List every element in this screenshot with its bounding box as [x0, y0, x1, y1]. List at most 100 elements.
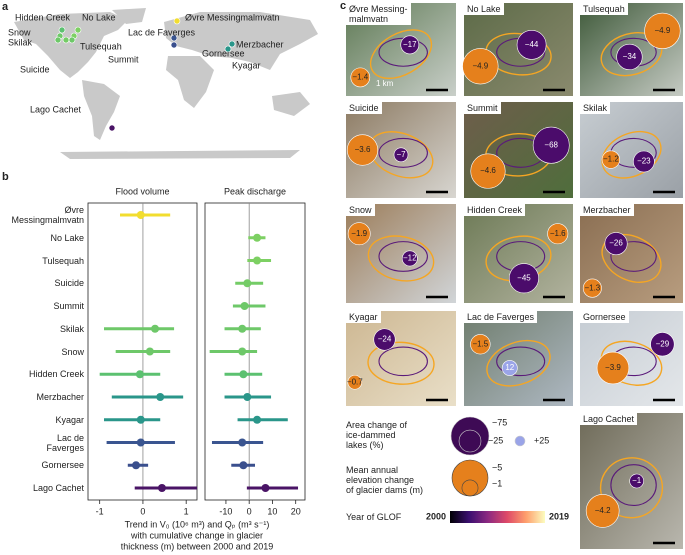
category-label: Snow — [61, 346, 84, 357]
tile-title: Lac de Faverges — [464, 311, 538, 323]
area-circle — [650, 332, 675, 357]
dot — [135, 370, 144, 379]
legend-area-label: +25 — [534, 435, 549, 445]
dot — [243, 393, 252, 401]
elevation-label: −3.9 — [605, 363, 621, 372]
lake-label: Øvre Messingmalmvatn — [185, 12, 280, 22]
elevation-circle — [585, 494, 620, 528]
dot — [239, 461, 248, 470]
x-tick-label: 0 — [247, 506, 252, 516]
greenland — [112, 8, 146, 24]
lake-marker — [62, 36, 70, 44]
legend-area-circle — [458, 429, 482, 453]
lake-label: Kyagar — [232, 60, 261, 70]
dot — [253, 415, 262, 424]
legend-title: Mean annual elevation change of glacier … — [346, 465, 424, 495]
scale-label: 1 km — [376, 79, 394, 88]
south-america — [82, 80, 120, 140]
lake-label: Snow — [8, 27, 31, 37]
category-label: Øvre Messingmalmvatn — [11, 205, 84, 225]
elevation-label: −4.9 — [655, 26, 671, 35]
dot — [238, 347, 247, 356]
category-label: Tulsequah — [42, 255, 84, 266]
dot — [253, 233, 262, 242]
lake-marker — [108, 124, 116, 132]
glacier-outline — [599, 457, 664, 519]
lake-label: Skilak — [8, 37, 33, 47]
elevation-circle — [470, 153, 506, 189]
satellite-image — [580, 102, 683, 198]
glacier-outline — [367, 235, 435, 282]
panel-frame — [204, 202, 306, 501]
dot — [261, 484, 270, 492]
area-circle — [501, 360, 518, 376]
area-label: 12 — [505, 363, 514, 372]
legend-elevation-circle — [461, 479, 479, 497]
x-tick-label: 20 — [291, 506, 301, 516]
satellite-image — [346, 311, 456, 406]
tile-title: Tulsequah — [580, 3, 628, 15]
satellite-image — [580, 311, 683, 406]
legend-title: Area change of ice-dammed lakes (%) — [346, 420, 408, 450]
category-label: No Lake — [50, 232, 84, 243]
lake-outline — [378, 241, 428, 272]
category-label: Summit — [53, 301, 84, 311]
area-label: −24 — [378, 335, 392, 344]
elevation-circle — [644, 12, 681, 50]
panel-label: a — [2, 1, 9, 13]
legend-area-circle — [514, 435, 526, 447]
elevation-label: −1.4 — [352, 73, 368, 82]
world-map — [14, 8, 318, 159]
dot — [156, 393, 165, 401]
lake-marker — [54, 36, 62, 44]
lake-label: Lac de Faverges — [128, 27, 196, 37]
elevation-label: −4.2 — [595, 506, 611, 515]
lake-label: Tulsequah — [80, 41, 122, 51]
x-tick-label: -1 — [96, 506, 104, 516]
elevation-circle — [601, 150, 621, 169]
x-tick-label: -10 — [219, 506, 232, 516]
area-circle — [616, 43, 643, 71]
area-circle — [604, 232, 628, 256]
lake-marker — [228, 40, 236, 48]
antarctica — [60, 150, 300, 159]
tile-title: Merzbacher — [580, 204, 634, 216]
x-tick-label: 1 — [184, 506, 189, 516]
lake-outline — [610, 241, 657, 272]
area-label: −29 — [656, 339, 670, 348]
legend-elevation-circle — [451, 459, 489, 497]
colorbar-label: 2000 — [426, 511, 446, 521]
elevation-circle — [596, 351, 630, 385]
lake-label: Lago Cachet — [30, 104, 82, 114]
eurasia — [164, 12, 318, 70]
category-label: Merzbacher — [36, 392, 84, 402]
africa — [166, 56, 214, 108]
lake-marker — [173, 17, 181, 25]
glacier-outline — [486, 339, 551, 387]
dot — [239, 370, 248, 379]
dot — [132, 461, 141, 470]
panel-frame — [87, 202, 198, 501]
tile-title: Gornersee — [580, 311, 629, 323]
area-label: −68 — [544, 140, 558, 149]
dot — [145, 347, 154, 356]
dot — [240, 302, 249, 310]
elevation-label: −1.9 — [351, 229, 367, 238]
dot — [238, 438, 247, 447]
legend-area-label: −75 — [492, 417, 507, 427]
north-america — [14, 12, 128, 78]
elevation-label: −4.6 — [480, 166, 496, 175]
tile-title: Suicide — [346, 102, 382, 114]
elevation-circle — [547, 223, 569, 245]
legend-elevation-label: −1 — [492, 478, 502, 488]
glacier-outline — [600, 340, 663, 386]
lake-label: Summit — [108, 54, 139, 64]
tile-title: Øvre Messing- malmvatn — [346, 3, 411, 25]
panel-label: c — [340, 0, 347, 12]
satellite-image — [464, 311, 573, 406]
colorbar-title: Year of GLOF — [346, 512, 402, 522]
lake-label: No Lake — [82, 12, 116, 22]
lake-outline — [378, 137, 428, 168]
lake-label: Suicide — [20, 64, 50, 74]
